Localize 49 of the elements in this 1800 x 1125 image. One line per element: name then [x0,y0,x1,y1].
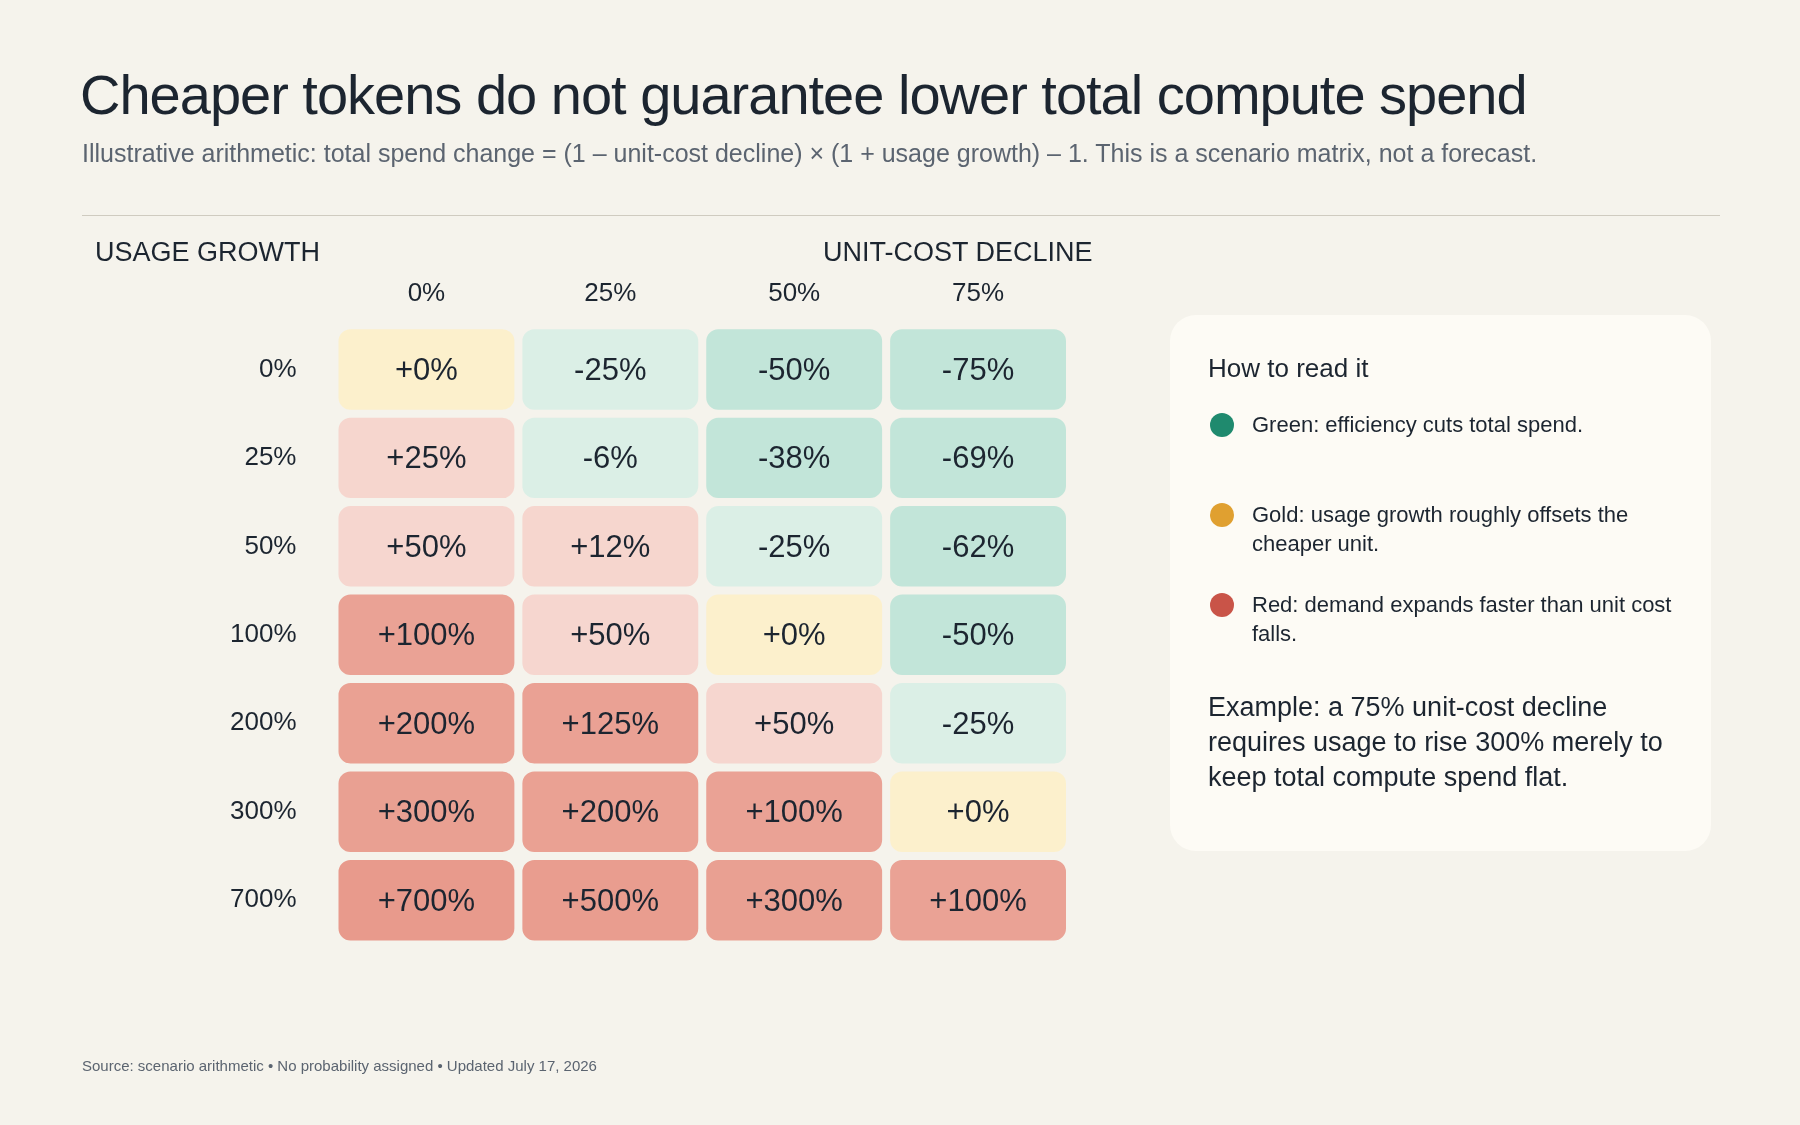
data-label: -62% [941,528,1015,564]
data-label: -25% [574,351,647,387]
x-tick-label: 0% [407,276,446,307]
data-label: +50% [754,705,835,741]
data-label: +100% [745,794,843,830]
data-label: +0% [394,351,458,387]
data-label: -75% [941,351,1015,387]
data-label: -69% [941,440,1015,476]
data-label: +100% [929,882,1027,918]
text: How to read it [1208,353,1369,384]
y-tick-label: 0% [258,352,297,383]
data-label: +12% [570,528,651,564]
data-label: +25% [386,440,467,476]
y-tick-label: 300% [230,794,297,825]
data-label: +50% [386,528,467,564]
text: Gold: usage growth roughly offsets the cheaper unit. [1252,501,1630,558]
text: Green: efficiency cuts total spend. [1252,411,1584,439]
data-label: -25% [758,528,831,564]
x-tick-label: 50% [768,276,821,307]
text: Example: a 75% unit-cost decline requires usage to rise 300% merely to keep total compute spend flat. [1208,691,1664,794]
data-label: +0% [946,794,1010,830]
data-label: +300% [745,882,843,918]
x-axis-title: UNIT-COST DECLINE [823,237,1093,268]
data-label: -38% [758,440,831,476]
data-label: -50% [758,351,831,387]
chart-title: Cheaper tokens do not guarantee lower total compute spend [80,62,1527,127]
data-label: +200% [561,794,660,830]
y-tick-label: 25% [244,441,297,472]
data-label: -6% [582,440,638,476]
y-tick-label: 100% [230,617,297,648]
chart-subtitle: Illustrative arithmetic: total spend change = (1 – unit-cost decline) × (1 + usage growth) – 1. This is a scenario matrix, not a forecast. [82,139,1538,168]
text: Red: demand expands faster than unit cost falls. [1252,591,1673,648]
y-axis-title: USAGE GROWTH [95,237,321,268]
data-label: -50% [941,617,1015,653]
x-tick-label: 25% [584,276,637,307]
y-tick-label: 700% [230,883,297,914]
data-label: +0% [762,617,826,653]
data-label: +500% [561,882,660,918]
x-tick-label: 75% [952,276,1005,307]
data-label: +50% [570,617,651,653]
source-note: Source: scenario arithmetic • No probability assigned • Updated July 17, 2026 [82,1057,597,1074]
y-tick-label: 50% [244,529,297,560]
data-label: -25% [941,705,1015,741]
data-label: +200% [377,705,476,741]
data-label: +125% [561,705,660,741]
data-label: +100% [377,617,476,653]
data-label: +300% [377,794,476,830]
y-tick-label: 200% [230,706,297,737]
data-label: +700% [377,882,476,918]
